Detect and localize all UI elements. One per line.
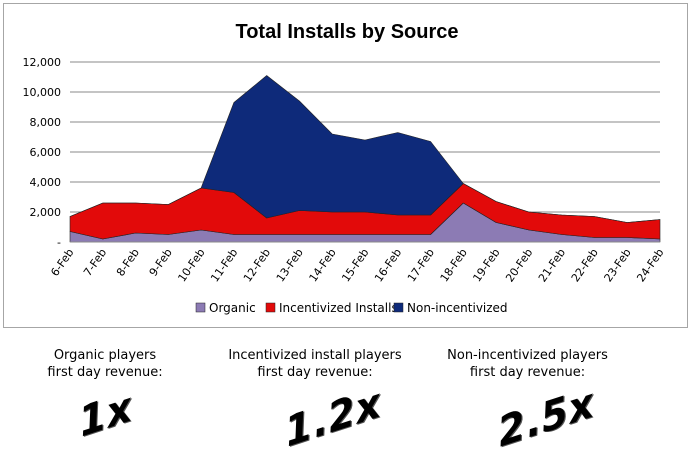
x-tick-label: 9-Feb bbox=[147, 246, 175, 278]
chart-title: Total Installs by Source bbox=[235, 21, 458, 43]
x-tick-label: 14-Feb bbox=[307, 246, 339, 284]
y-tick-label: 10,000 bbox=[23, 86, 62, 99]
x-tick-label: 11-Feb bbox=[208, 246, 240, 284]
y-tick-label: 8,000 bbox=[30, 116, 62, 129]
x-tick-label: 7-Feb bbox=[81, 246, 109, 278]
x-tick-label: 8-Feb bbox=[114, 246, 142, 278]
non-incentivized-caption-line2: first day revenue: bbox=[469, 365, 586, 380]
x-tick-label: 15-Feb bbox=[339, 246, 371, 284]
y-tick-label: 4,000 bbox=[30, 176, 62, 189]
incentivized-multiplier: 1.2x bbox=[282, 379, 385, 457]
y-tick-label: - bbox=[57, 236, 61, 249]
organic-multiplier: 1x bbox=[76, 383, 136, 447]
x-tick-label: 18-Feb bbox=[438, 246, 470, 284]
legend-swatch-1 bbox=[265, 302, 276, 313]
non-incentivized-caption-line1: Non-incentivized players bbox=[447, 348, 608, 363]
organic-caption-line1: Organic players bbox=[53, 348, 157, 363]
x-tick-label: 6-Feb bbox=[48, 246, 76, 278]
incentivized-caption: Incentivized install players first day r… bbox=[225, 347, 405, 381]
x-tick-label: 22-Feb bbox=[569, 246, 601, 284]
x-tick-label: 13-Feb bbox=[274, 246, 306, 284]
legend: Organic Incentivized Installs Non-incentiv… bbox=[195, 301, 508, 315]
y-tick-label: 6,000 bbox=[30, 146, 62, 159]
non-incentivized-caption: Non-incentivized players first day reven… bbox=[440, 347, 615, 381]
y-tick-label: 2,000 bbox=[30, 206, 62, 219]
legend-label-1: Incentivized Installs bbox=[279, 301, 398, 315]
chart-frame: Total Installs by Source - 2,000 4,000 6,00… bbox=[3, 3, 688, 328]
non-incentivized-multiplier: 2.5x bbox=[495, 379, 598, 457]
area-series bbox=[69, 75, 661, 243]
legend-label-2: Non-incentivized bbox=[407, 301, 508, 315]
x-tick-label: 17-Feb bbox=[405, 246, 437, 284]
installs-area-chart: Total Installs by Source - 2,000 4,000 6,00… bbox=[23, 21, 667, 315]
x-tick-label: 20-Feb bbox=[503, 246, 535, 284]
x-tick-label: 10-Feb bbox=[175, 246, 207, 284]
series-area-2 bbox=[69, 75, 661, 223]
x-tick-label: 21-Feb bbox=[536, 246, 568, 284]
organic-caption: Organic players first day revenue: bbox=[35, 347, 175, 381]
x-tick-label: 23-Feb bbox=[602, 246, 634, 284]
incentivized-caption-line1: Incentivized install players bbox=[228, 348, 402, 363]
incentivized-caption-line2: first day revenue: bbox=[257, 365, 373, 380]
x-tick-label: 24-Feb bbox=[634, 246, 666, 284]
legend-swatch-0 bbox=[195, 302, 206, 313]
legend-swatch-2 bbox=[393, 302, 404, 313]
x-tick-label: 19-Feb bbox=[470, 246, 502, 284]
x-tick-label: 16-Feb bbox=[372, 246, 404, 284]
organic-caption-line2: first day revenue: bbox=[47, 365, 163, 380]
x-tick-label: 12-Feb bbox=[241, 246, 273, 284]
y-tick-label: 12,000 bbox=[23, 56, 62, 69]
legend-label-0: Organic bbox=[209, 301, 256, 315]
